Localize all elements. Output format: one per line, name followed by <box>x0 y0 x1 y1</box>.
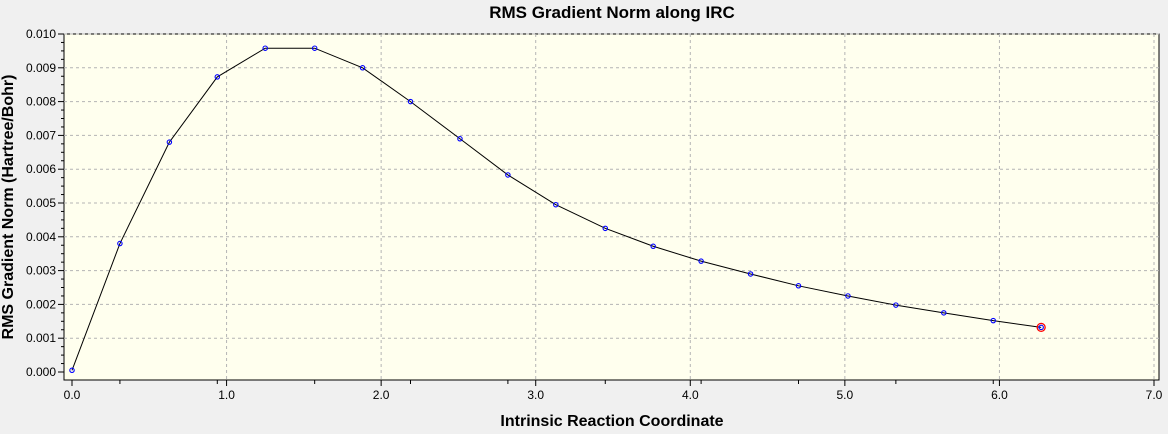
data-point <box>505 172 511 178</box>
y-tick-label: 0.002 <box>26 297 56 311</box>
data-point <box>747 271 754 277</box>
x-tick-label: 4.0 <box>682 388 699 402</box>
current-point-marker <box>1036 322 1046 333</box>
x-tick-label: 7.0 <box>1146 388 1163 402</box>
data-point <box>990 317 996 324</box>
data-point <box>359 65 366 71</box>
x-axis-title: Intrinsic Reaction Coordinate <box>500 413 723 430</box>
y-tick-label: 0.004 <box>26 230 56 244</box>
y-tick-label: 0.003 <box>26 264 56 278</box>
x-tick-label: 1.0 <box>218 388 235 402</box>
data-point <box>117 240 123 247</box>
data-point <box>1038 324 1044 331</box>
plot-area <box>63 33 1160 381</box>
data-point <box>941 310 947 316</box>
y-tick-label: 0.007 <box>26 128 56 142</box>
y-tick-label: 0.006 <box>26 162 56 176</box>
data-point <box>602 225 609 232</box>
axis-ticks <box>58 33 1155 386</box>
x-tick-labels: 0.0 1.0 2.0 3.0 4.0 5.0 6.0 7.0 <box>64 388 1163 402</box>
data-point <box>69 367 75 374</box>
series-line <box>71 47 1042 371</box>
data-point <box>262 45 268 51</box>
y-tick-label: 0.009 <box>26 61 56 75</box>
data-point <box>311 45 318 51</box>
y-tick-label: 0.000 <box>26 365 56 379</box>
data-point <box>893 302 899 308</box>
y-tick-label: 0.001 <box>26 331 56 345</box>
data-point <box>698 258 704 264</box>
data-point <box>457 136 463 142</box>
data-point <box>407 98 414 105</box>
data-point <box>650 243 656 250</box>
data-points <box>69 45 1046 374</box>
y-tick-label: 0.010 <box>26 27 56 41</box>
data-point <box>553 201 559 208</box>
y-tick-label: 0.008 <box>26 95 56 109</box>
y-axis-title: RMS Gradient Norm (Hartree/Bohr) <box>0 75 17 340</box>
y-tick-labels: 0.000 0.001 0.002 0.003 0.004 0.005 0.006 0.007… <box>26 27 56 379</box>
x-tick-label: 0.0 <box>64 388 81 402</box>
x-tick-label: 6.0 <box>991 388 1008 402</box>
grid-lines <box>64 33 1159 380</box>
x-tick-label: 2.0 <box>373 388 390 402</box>
chart-title: RMS Gradient Norm along IRC <box>489 3 735 22</box>
x-tick-label: 3.0 <box>527 388 544 402</box>
data-point <box>214 74 221 80</box>
x-tick-label: 5.0 <box>837 388 854 402</box>
data-point <box>166 139 173 145</box>
data-point <box>795 283 802 289</box>
y-tick-label: 0.005 <box>26 196 56 210</box>
data-point <box>845 293 851 299</box>
